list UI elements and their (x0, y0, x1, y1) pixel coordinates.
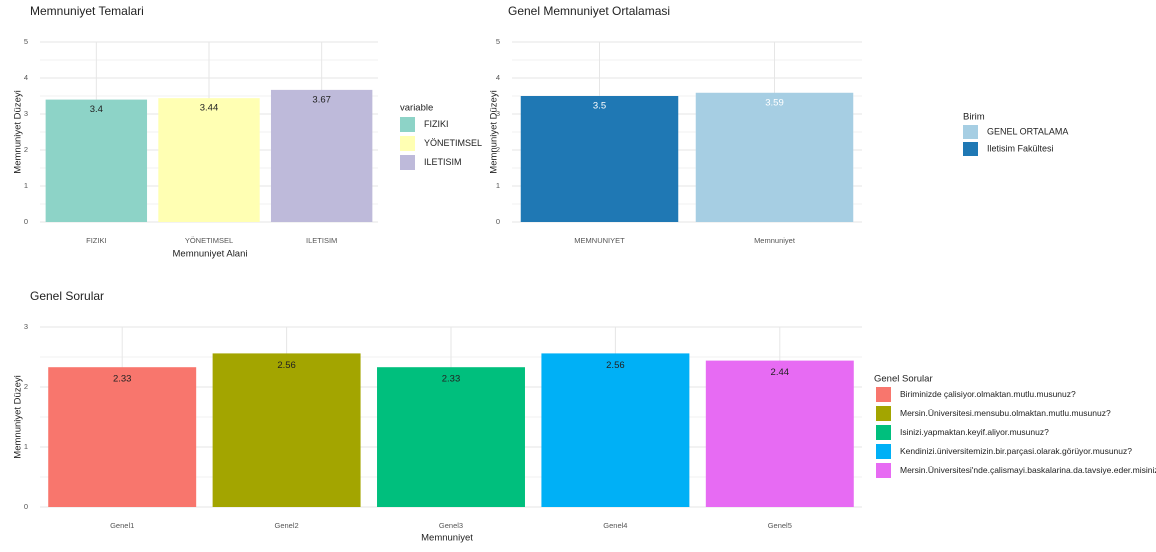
chart-title: Memnuniyet Temalari (30, 4, 144, 18)
legend: Genel Sorular Biriminizde çalisiyor.olmak… (874, 374, 1156, 478)
x-tick-label: ILETISIM (306, 236, 337, 245)
bar-genel3 (377, 367, 525, 507)
bar-fiziki (45, 99, 148, 222)
x-axis-title: Memnuniyet Alani (173, 249, 248, 260)
bar-value-label: 3.59 (765, 97, 784, 108)
chart-3: Genel Sorular 0 1 2 3 2.33 Genel1 2.56 Genel2 2.3… (13, 289, 1156, 543)
bar-y-netimsel (158, 98, 260, 222)
y-tick-label: 5 (24, 37, 28, 46)
x-tick-label: FIZIKI (86, 236, 106, 245)
bar-value-label: 2.33 (113, 374, 132, 385)
legend-swatch (963, 142, 978, 156)
legend-swatch (400, 136, 415, 151)
legend-title: Genel Sorular (874, 374, 933, 385)
y-tick-label: 4 (24, 73, 28, 82)
bar-memnuniyet (520, 96, 679, 222)
y-tick-label: 5 (496, 37, 500, 46)
legend-label: ILETISIM (424, 157, 462, 167)
legend-label: Biriminizde çalisiyor.olmaktan.mutlu.mus… (900, 389, 1076, 399)
legend-swatch (400, 155, 415, 170)
x-tick-label: MEMNUNIYET (574, 236, 625, 245)
x-tick-label: YÖNETIMSEL (185, 236, 233, 245)
legend-swatch (400, 117, 415, 132)
legend-label: Mersin.Üniversitesi.mensubu.olmaktan.mut… (900, 408, 1111, 418)
x-tick-label: Genel1 (110, 521, 134, 530)
legend-swatch (876, 444, 891, 459)
chart-2: Genel Memnuniyet Ortalamasi 0 1 2 3 4 5 3.5 MEMN… (489, 4, 1069, 245)
bar-genel5 (705, 360, 854, 507)
chart-1: Memnuniyet Temalari 0 1 2 3 4 5 3.4 FIZIKI 3.44 YÖ… (13, 4, 483, 259)
y-tick-label: 3 (24, 322, 28, 331)
legend-label: GENEL ORTALAMA (987, 126, 1068, 136)
y-tick-label: 2 (24, 145, 28, 154)
bar-genel2 (212, 353, 361, 507)
y-tick-label: 3 (24, 109, 28, 118)
y-tick-label: 0 (24, 502, 28, 511)
legend-title: variable (400, 103, 433, 114)
y-tick-label: 2 (496, 145, 500, 154)
legend-swatch (876, 425, 891, 440)
y-tick-label: 2 (24, 382, 28, 391)
legend-title: Birim (963, 112, 985, 123)
legend: variable FIZIKI YÖNETIMSEL ILETISIM (400, 103, 482, 170)
bar-value-label: 2.56 (606, 360, 625, 371)
y-axis-title: Memnuniyet Düzeyi (489, 90, 500, 173)
bar-value-label: 3.5 (593, 101, 606, 112)
chart-title: Genel Sorular (30, 289, 104, 303)
bar-genel4 (541, 353, 690, 507)
bar-value-label: 3.4 (90, 104, 103, 115)
legend-label: Kendinizi.üniversitemizin.bir.parçasi.ol… (900, 446, 1132, 456)
y-tick-label: 1 (24, 181, 28, 190)
x-tick-label: Genel4 (603, 521, 627, 530)
legend-swatch (963, 125, 978, 139)
legend-label: Isinizi.yapmaktan.keyif.aliyor.musunuz? (900, 427, 1049, 437)
y-axis-title: Memnuniyet Düzeyi (13, 90, 24, 173)
bar-value-label: 2.33 (442, 374, 461, 385)
legend-label: FIZIKI (424, 119, 449, 129)
y-tick-label: 1 (496, 181, 500, 190)
bar-iletisim (270, 89, 373, 222)
legend-label: Iletisim Fakültesi (987, 143, 1054, 153)
x-tick-label: Genel2 (275, 521, 299, 530)
bar-value-label: 2.56 (277, 360, 296, 371)
y-tick-label: 4 (496, 73, 500, 82)
legend-swatch (876, 463, 891, 478)
legend-label: Mersin.Üniversitesi'nde.çalismayi.baskal… (900, 465, 1156, 475)
y-tick-label: 0 (496, 217, 500, 226)
bar-value-label: 3.67 (312, 94, 331, 105)
chart-title: Genel Memnuniyet Ortalamasi (508, 4, 670, 18)
y-tick-label: 0 (24, 217, 28, 226)
bar-value-label: 3.44 (200, 103, 219, 114)
x-tick-label: Memnuniyet (754, 236, 796, 245)
x-tick-label: Genel5 (768, 521, 792, 530)
bar-genel1 (48, 367, 197, 507)
legend-label: YÖNETIMSEL (424, 138, 482, 148)
y-axis-title: Memnuniyet Düzeyi (13, 375, 24, 458)
y-tick-label: 1 (24, 442, 28, 451)
y-tick-label: 3 (496, 109, 500, 118)
x-axis-title: Memnuniyet (421, 533, 473, 544)
bar-memnuniyet (695, 92, 854, 222)
bar-value-label: 2.44 (771, 367, 790, 378)
legend-swatch (876, 387, 891, 402)
legend-swatch (876, 406, 891, 421)
x-tick-label: Genel3 (439, 521, 463, 530)
